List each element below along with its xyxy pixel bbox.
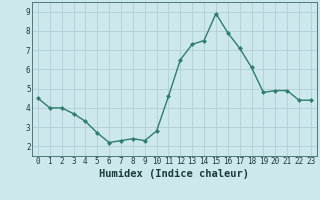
X-axis label: Humidex (Indice chaleur): Humidex (Indice chaleur): [100, 169, 249, 179]
